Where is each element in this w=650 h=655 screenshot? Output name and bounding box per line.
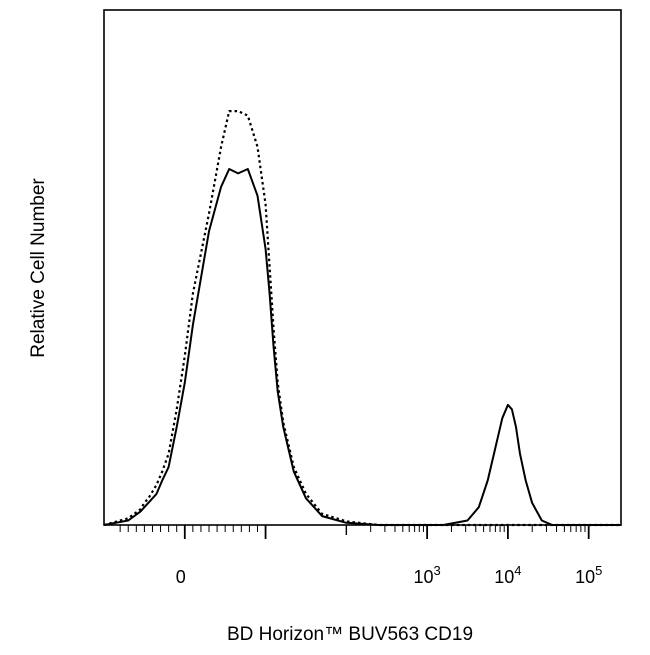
histogram-series-solid <box>103 168 621 526</box>
x-tick-label-1000: 103 <box>413 563 440 587</box>
x-tick-label-10000: 104 <box>494 563 521 587</box>
x-tick-label-100000: 105 <box>575 563 602 587</box>
histogram-series-dotted <box>103 110 621 527</box>
histogram-curves <box>103 110 621 527</box>
x-tick-label-0: 0 <box>176 567 186 587</box>
x-axis-ticks <box>119 525 590 539</box>
x-axis-label: BD Horizon™ BUV563 CD19 <box>227 624 473 645</box>
y-axis-label: Relative Cell Number <box>28 178 49 358</box>
plot-frame <box>103 9 622 526</box>
